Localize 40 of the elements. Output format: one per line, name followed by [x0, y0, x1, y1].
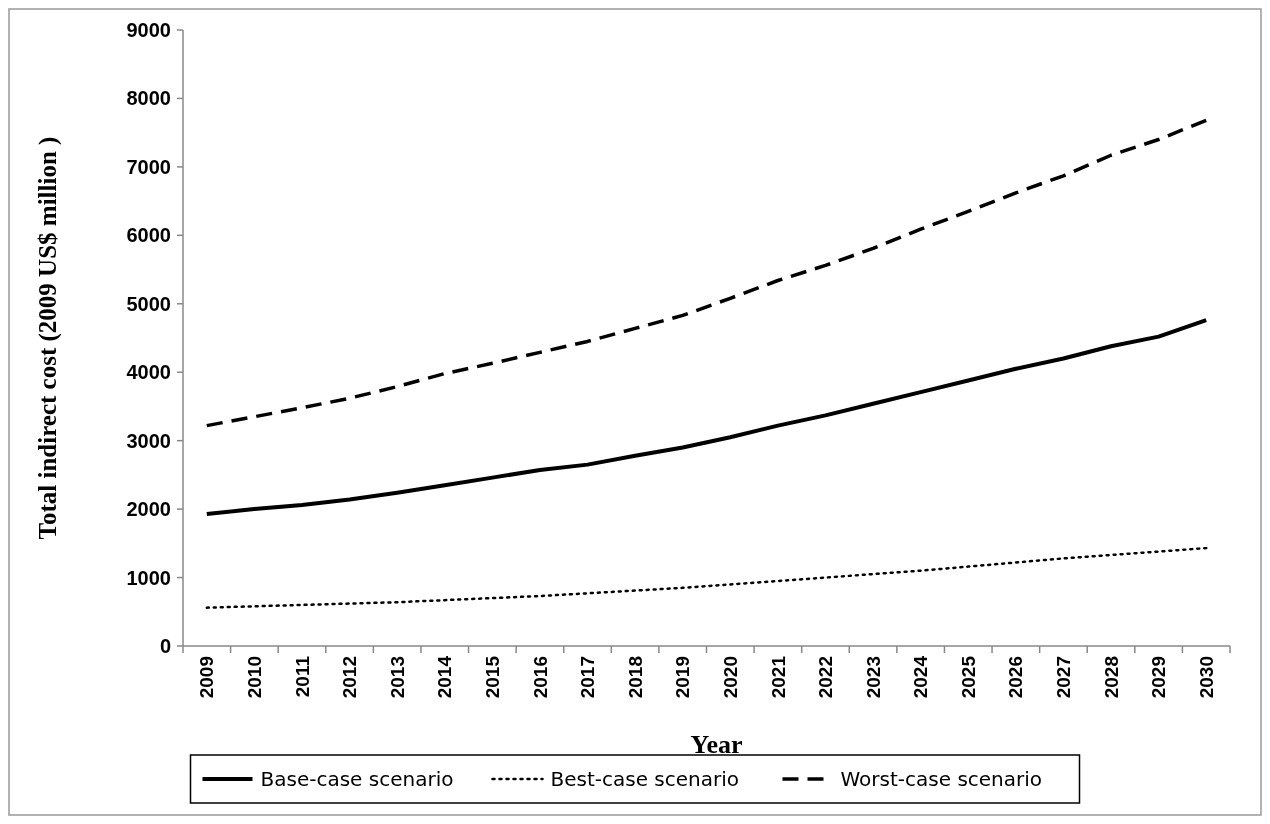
- x-tick-label: 2010: [244, 656, 266, 699]
- y-tick-label: 9000: [126, 19, 171, 41]
- legend-label: Worst-case scenario: [840, 767, 1043, 791]
- x-tick-label: 2014: [434, 655, 456, 699]
- y-tick-label: 0: [159, 635, 171, 657]
- y-tick-label: 3000: [126, 429, 171, 452]
- line-series: [204, 318, 1209, 516]
- x-tick-label: 2015: [481, 655, 503, 699]
- x-tick-label: 2009: [196, 656, 218, 699]
- x-tick-label: 2025: [957, 655, 979, 699]
- y-axis-title: Total indirect cost (2009 US$ million ): [34, 136, 62, 540]
- x-tick-label: 2024: [910, 655, 932, 699]
- y-tick-label: 8000: [126, 87, 171, 110]
- x-tick-label: 2029: [1148, 656, 1170, 699]
- x-tick-label: 2023: [862, 656, 884, 699]
- y-tick-label: 2000: [126, 498, 171, 521]
- legend-label: Best-case scenario: [550, 767, 740, 791]
- x-tick-label: 2026: [1005, 656, 1027, 699]
- line-series: [205, 546, 1208, 609]
- x-tick-label: 2012: [339, 656, 361, 699]
- y-tick-label: 6000: [126, 224, 171, 247]
- x-tick-label: 2030: [1195, 656, 1217, 699]
- y-tick-label: 5000: [126, 292, 171, 315]
- x-tick-label: 2028: [1100, 656, 1122, 699]
- x-tick-label: 2013: [386, 656, 408, 699]
- x-tick-label: 2018: [624, 656, 646, 699]
- y-tick-label: 4000: [126, 361, 171, 384]
- y-tick-label: 1000: [126, 566, 171, 589]
- x-tick-label: 2016: [529, 656, 551, 699]
- x-tick-label: 2011: [291, 655, 313, 698]
- y-tick-label: 7000: [126, 155, 171, 178]
- x-tick-label: 2017: [577, 656, 599, 699]
- x-tick-label: 2022: [815, 656, 837, 699]
- x-tick-label: 2021: [767, 655, 789, 699]
- legend-label: Base-case scenario: [260, 767, 454, 791]
- x-axis-title: Year: [690, 730, 743, 759]
- line-series: [205, 118, 1208, 428]
- x-tick-label: 2027: [1053, 656, 1075, 699]
- x-tick-label: 2019: [672, 656, 694, 699]
- x-tick-label: 2020: [719, 656, 741, 699]
